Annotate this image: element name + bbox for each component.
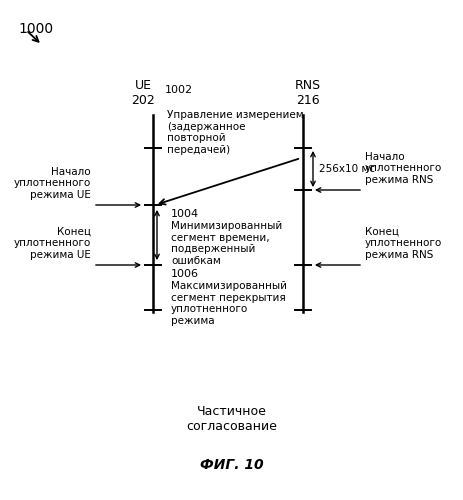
Text: 1000: 1000 (18, 22, 53, 36)
Text: Максимизированный
сегмент перекрытия
уплотненного
режима: Максимизированный сегмент перекрытия упл… (171, 281, 287, 326)
Text: Минимизированный
сегмент времени,
подверженный
ошибкам: Минимизированный сегмент времени, подвер… (171, 221, 282, 266)
Text: Начало
уплотненного
режима RNS: Начало уплотненного режима RNS (364, 152, 441, 185)
Text: 1004: 1004 (171, 209, 199, 219)
Text: Конец
уплотненного
режима RNS: Конец уплотненного режима RNS (364, 227, 441, 260)
Text: UE
202: UE 202 (131, 79, 155, 107)
Text: Конец
уплотненного
режима UE: Конец уплотненного режима UE (14, 227, 91, 260)
Text: RNS
216: RNS 216 (294, 79, 320, 107)
Text: 1002: 1002 (165, 85, 193, 95)
Text: 1006: 1006 (171, 269, 199, 279)
Text: ФИГ. 10: ФИГ. 10 (200, 458, 263, 472)
Text: Начало
уплотненного
режима UE: Начало уплотненного режима UE (14, 167, 91, 200)
Text: 256х10 мс: 256х10 мс (319, 164, 374, 174)
Text: Управление измерением
(задержанное
повторной
передачей): Управление измерением (задержанное повто… (167, 110, 303, 155)
Text: Частичное
согласование: Частичное согласование (186, 405, 277, 433)
